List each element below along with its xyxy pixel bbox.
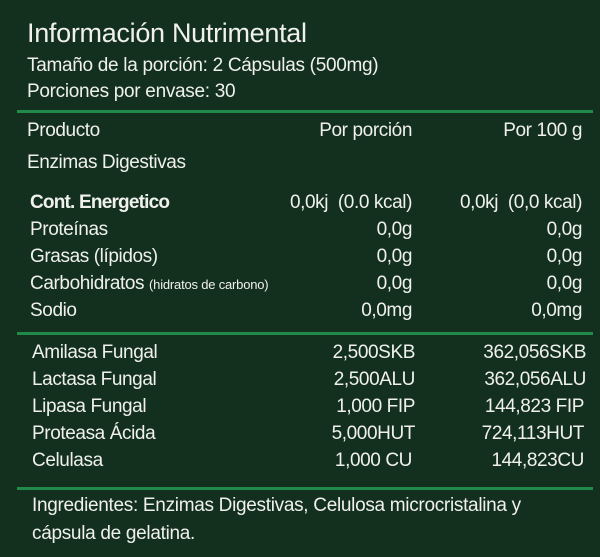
serving-size: Tamaño de la porción: 2 Cápsulas (500mg) — [27, 55, 379, 76]
nutrient-label-main: Carbohidratos — [30, 273, 145, 294]
label-title: Información Nutrimental — [27, 18, 307, 48]
enzyme-row: Lactasa Fungal 2,500ALU 362,056ALU — [0, 369, 600, 393]
enzyme-label: Celulasa — [32, 450, 103, 471]
nutrient-per-serving: 0,0g — [376, 219, 413, 240]
enzyme-per-serving: 5,000HUT — [331, 423, 416, 444]
enzyme-per-100g: 362,056SKB — [483, 342, 586, 363]
enzyme-per-100g: 144,823CU — [491, 450, 584, 471]
enzyme-row: Proteasa Ácida 5,000HUT 724,113HUT — [0, 423, 600, 447]
nutrient-per-100g: 0,0mg — [531, 300, 582, 321]
nutrient-per-serving: 0,0kj (0.0 kcal) — [289, 192, 412, 213]
product-name-row: Enzimas Digestivas — [0, 152, 600, 176]
nutrient-per-100g: 0,0kj (0,0 kcal) — [459, 192, 582, 213]
nutrient-per-100g: 0,0g — [546, 246, 583, 267]
enzyme-row: Lipasa Fungal 1,000 FIP 144,823 FIP — [0, 396, 600, 420]
enzyme-per-100g: 144,823 FIP — [484, 396, 585, 417]
nutrient-row: Proteínas 0,0g 0,0g — [0, 219, 600, 243]
header-per-100g: Por 100 g — [503, 120, 582, 141]
enzyme-per-serving: 2,500ALU — [333, 369, 416, 390]
servings-per-container: Porciones por envase: 30 — [27, 81, 236, 102]
divider — [17, 110, 593, 113]
enzyme-per-serving: 1,000 FIP — [336, 396, 415, 417]
nutrient-label: Carbohidratos (hidratos de carbono) — [30, 273, 269, 295]
ingredients-text: Ingredientes: Enzimas Digestivas, Celulo… — [32, 495, 521, 544]
enzyme-row: Amilasa Fungal 2,500SKB 362,056SKB — [0, 342, 600, 366]
column-header-row: Producto Por porción Por 100 g — [0, 120, 600, 144]
enzyme-per-serving: 2,500SKB — [332, 342, 416, 363]
divider — [17, 332, 593, 335]
divider — [17, 487, 593, 490]
nutrient-per-100g: 0,0g — [546, 273, 583, 294]
enzyme-label: Lipasa Fungal — [32, 396, 147, 417]
nutrient-per-100g: 0,0g — [546, 219, 583, 240]
enzyme-per-100g: 362,056ALU — [484, 369, 586, 390]
header-product: Producto — [27, 120, 100, 141]
header-per-serving: Por porción — [319, 120, 412, 141]
nutrient-row: Grasas (lípidos) 0,0g 0,0g — [0, 246, 600, 270]
nutrient-label: Cont. Energetico — [30, 192, 170, 213]
nutrient-row: Cont. Energetico 0,0kj (0.0 kcal) 0,0kj … — [0, 192, 600, 216]
nutrient-label-note: (hidratos de carbono) — [149, 277, 269, 292]
nutrient-label: Grasas (lípidos) — [30, 246, 158, 267]
nutrient-per-serving: 0,0g — [376, 273, 413, 294]
enzyme-label: Amilasa Fungal — [32, 342, 158, 363]
enzyme-per-100g: 724,113HUT — [481, 423, 585, 444]
nutrient-row: Sodio 0,0mg 0,0mg — [0, 300, 600, 324]
enzyme-label: Lactasa Fungal — [32, 369, 157, 390]
nutrient-label: Proteínas — [30, 219, 108, 240]
nutrient-label: Sodio — [30, 300, 77, 321]
enzyme-row: Celulasa 1,000 CU 144,823CU — [0, 450, 600, 474]
nutrient-row: Carbohidratos (hidratos de carbono) 0,0g… — [0, 273, 600, 297]
nutrient-per-serving: 0,0mg — [361, 300, 412, 321]
enzyme-per-serving: 1,000 CU — [334, 450, 412, 471]
product-name: Enzimas Digestivas — [27, 152, 186, 173]
enzyme-label: Proteasa Ácida — [32, 423, 156, 444]
nutrient-per-serving: 0,0g — [376, 246, 413, 267]
